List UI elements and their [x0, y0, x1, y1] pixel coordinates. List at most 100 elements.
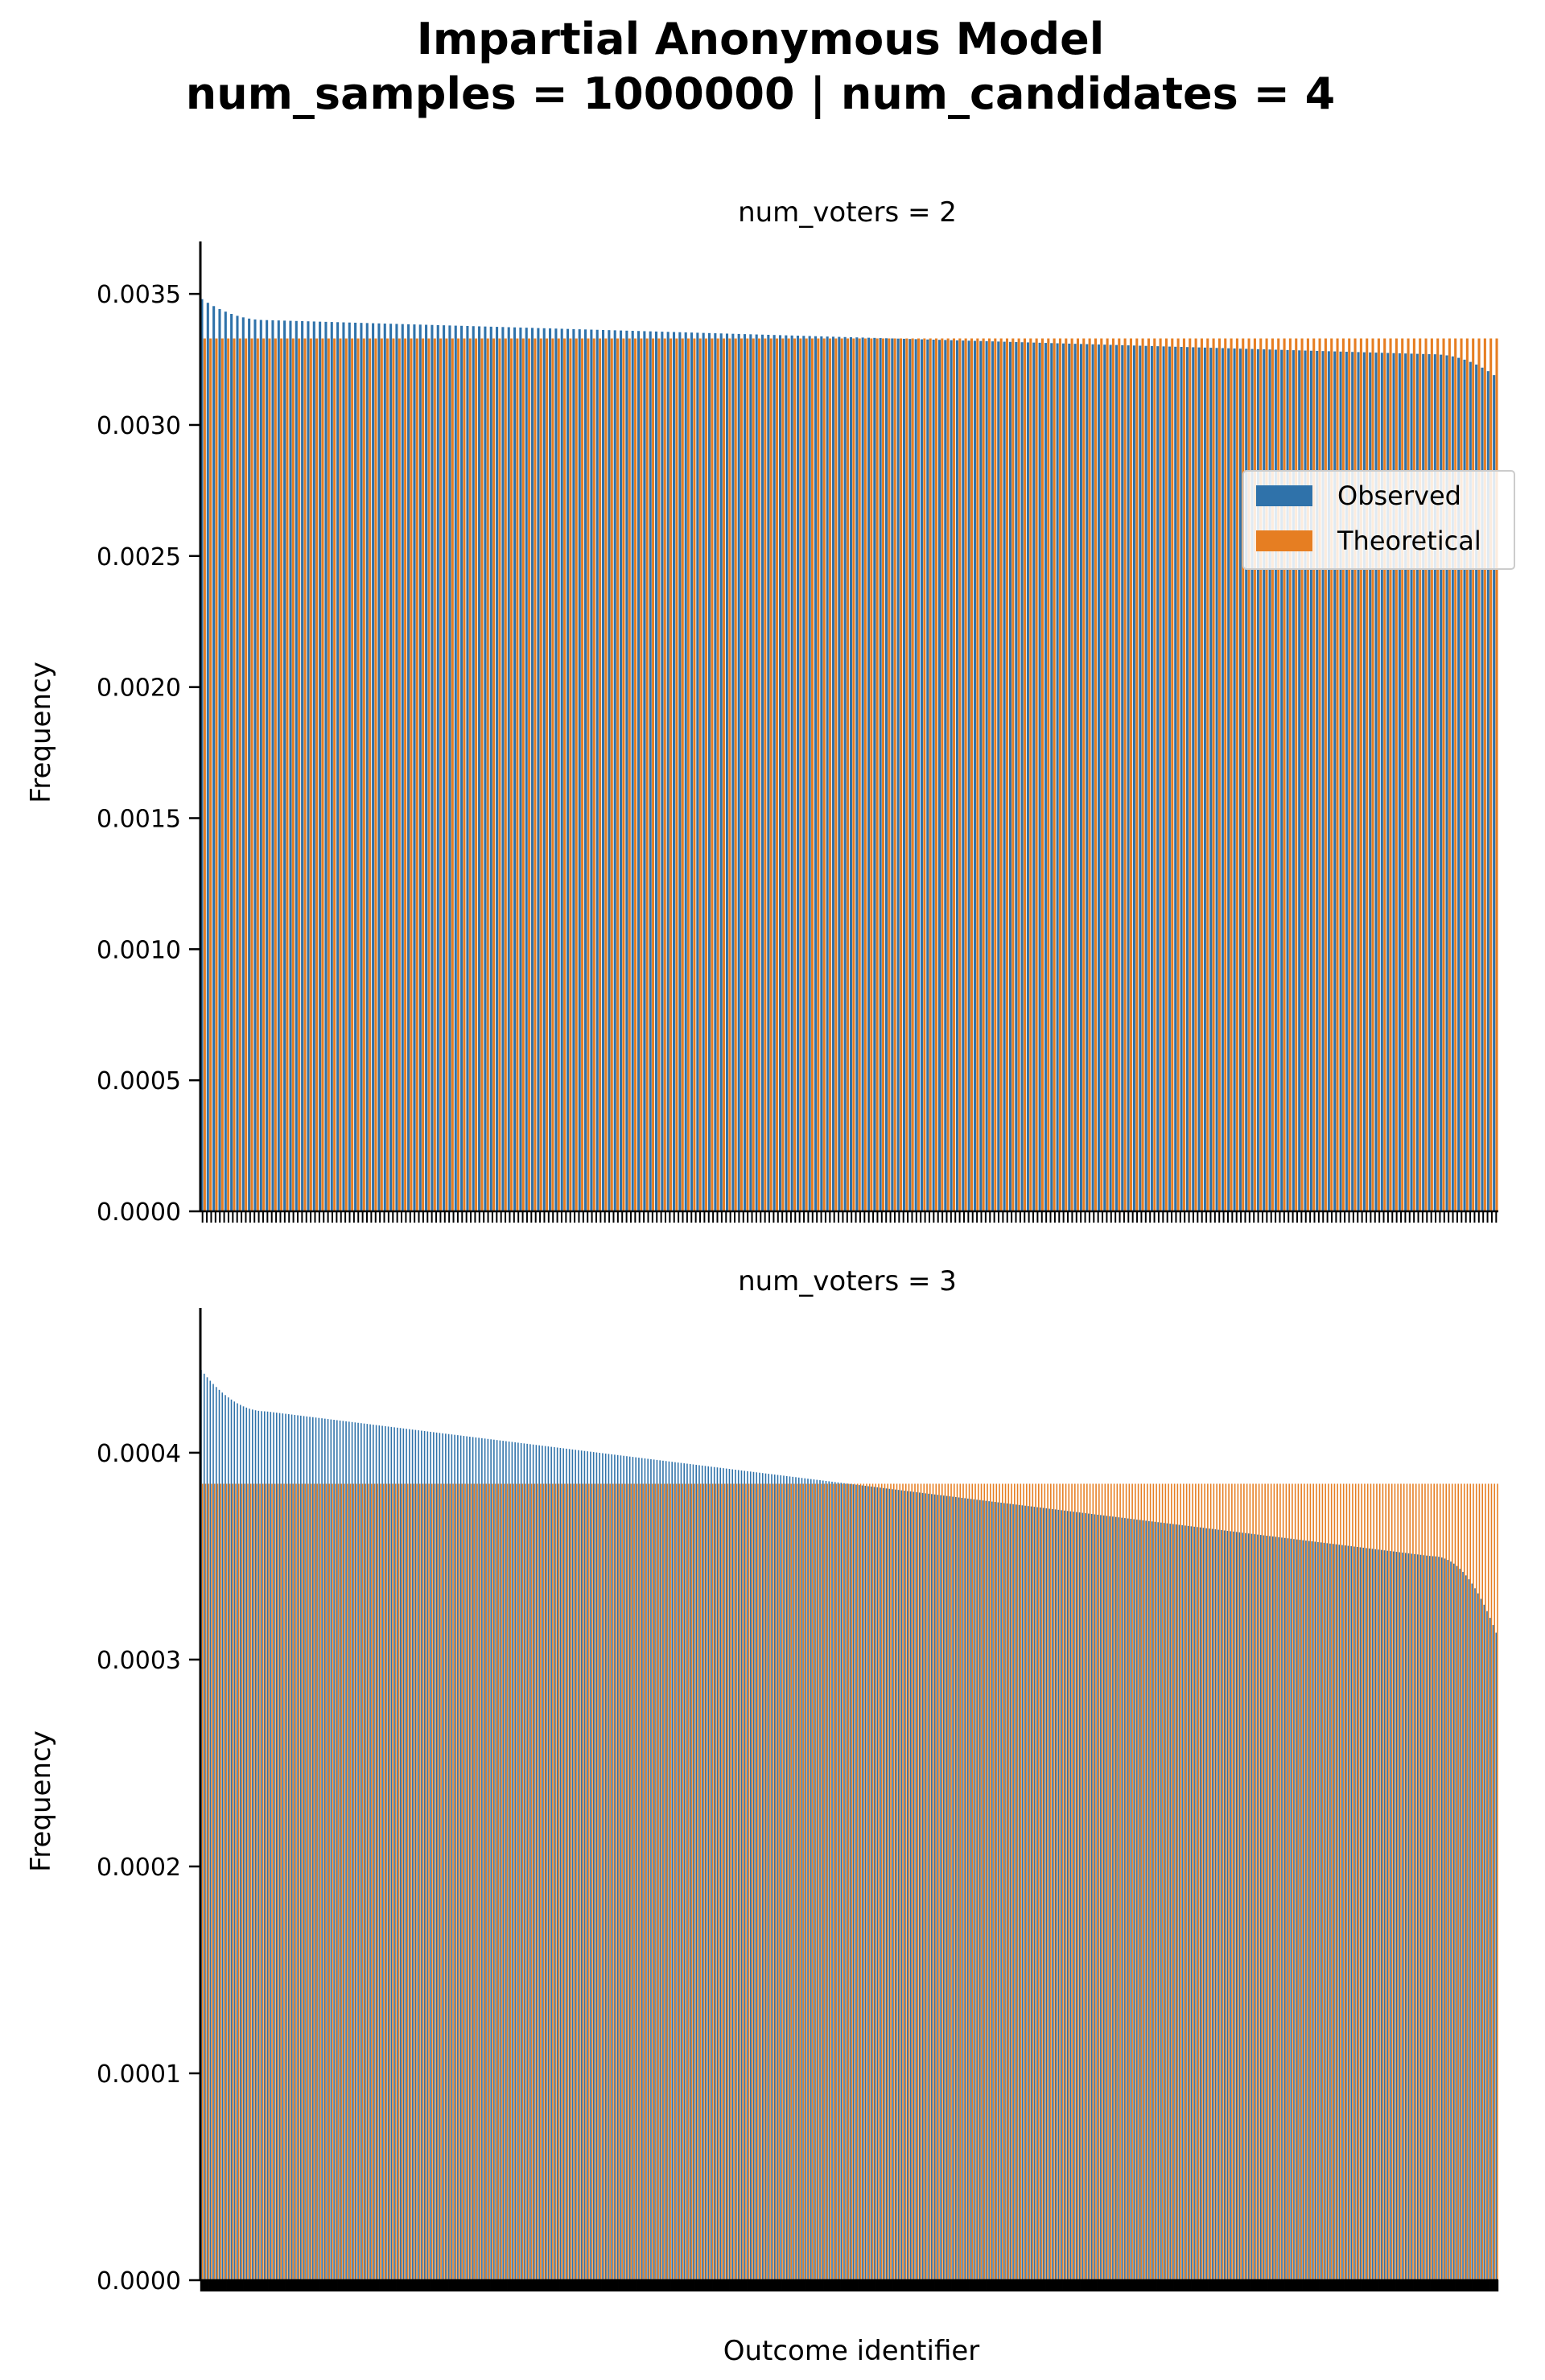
bar-observed [1064, 1510, 1065, 2280]
bar-theoretical [1490, 1483, 1493, 2280]
bar-observed [200, 299, 204, 1211]
bar-observed [443, 325, 446, 1211]
bar-theoretical [592, 338, 595, 1211]
bar-observed [1197, 347, 1201, 1211]
bar-observed [1061, 343, 1065, 1212]
bar-observed [466, 326, 469, 1211]
bar-observed [575, 1450, 576, 2280]
bar-observed [1009, 1503, 1011, 2280]
bar-observed [973, 340, 976, 1212]
bar-theoretical [615, 1483, 617, 2280]
bar-observed [514, 1442, 516, 2280]
bar-observed [239, 1404, 241, 2280]
bar-observed [997, 1502, 999, 2280]
bar-observed [885, 1488, 888, 2280]
bar-observed [692, 1464, 694, 2280]
bar-theoretical [923, 1483, 925, 2280]
bar-observed [926, 339, 929, 1211]
bar-observed [1327, 351, 1330, 1211]
bar-observed [1254, 1534, 1255, 2280]
bar-observed [324, 1418, 326, 2280]
bar-theoretical [286, 338, 289, 1211]
bar-observed [613, 330, 616, 1212]
bar-observed [1440, 354, 1443, 1212]
bar-theoretical [211, 1483, 212, 2280]
bar-observed [735, 1469, 736, 2280]
bar-observed [1127, 345, 1130, 1211]
bar-theoretical [705, 338, 708, 1211]
bar-observed [1296, 1539, 1298, 2280]
bar-observed [785, 335, 788, 1211]
bar-observed [312, 1417, 314, 2280]
bar-theoretical [781, 338, 785, 1211]
bar-observed [542, 328, 546, 1212]
bar-observed [478, 1437, 480, 2280]
bar-theoretical [1277, 338, 1280, 1211]
bar-theoretical [673, 1483, 674, 2280]
bar-observed [1386, 1550, 1389, 2280]
bar-observed [772, 335, 776, 1212]
bar-observed [861, 337, 864, 1211]
bar-observed [991, 341, 994, 1212]
bar-theoretical [728, 338, 731, 1211]
bar-observed [1250, 349, 1254, 1211]
bar-observed [566, 328, 570, 1211]
bar-observed [1404, 1553, 1407, 2280]
bar-theoretical [542, 1483, 545, 2280]
bar-theoretical [846, 338, 850, 1211]
bar-observed [761, 1473, 764, 2280]
bar-observed [707, 1466, 709, 2280]
bar-theoretical [715, 1483, 717, 2280]
bar-theoretical [463, 338, 466, 1211]
bar-theoretical [1207, 1483, 1209, 2280]
bar-observed [1030, 1506, 1032, 2280]
bar-theoretical [1466, 1483, 1469, 2280]
bar-observed [674, 1462, 676, 2280]
bar-observed [1316, 350, 1319, 1212]
bar-theoretical [575, 338, 578, 1211]
bar-theoretical [244, 1483, 246, 2280]
bar-observed [1353, 1546, 1355, 2280]
bar-observed [838, 336, 841, 1211]
bar-observed [493, 1439, 495, 2280]
bar-theoretical [711, 1483, 714, 2280]
bar-observed [1474, 1588, 1476, 2280]
bar-theoretical [914, 1483, 916, 2280]
bar-theoretical [627, 1483, 629, 2280]
bar-observed [882, 1487, 884, 2280]
bar-theoretical [718, 1483, 719, 2280]
bar-theoretical [229, 1483, 231, 2280]
bar-theoretical [1336, 338, 1339, 1211]
bar-theoretical [727, 1483, 729, 2280]
bar-observed [590, 329, 593, 1212]
bar-observed [1462, 1571, 1464, 2280]
bar-observed [436, 324, 439, 1211]
bar-theoretical [908, 1483, 910, 2280]
bar-theoretical [639, 1483, 641, 2280]
bar-observed [505, 1441, 507, 2280]
bar-observed [529, 1444, 531, 2280]
bar-observed [1085, 1513, 1086, 2280]
bar-observed [1184, 1525, 1186, 2280]
bar-theoretical [422, 1483, 424, 2280]
bar-theoretical [546, 338, 549, 1211]
bar-theoretical [1080, 1483, 1082, 2280]
bar-observed [454, 1434, 455, 2280]
bar-observed [1415, 353, 1419, 1211]
bar-theoretical [1246, 1483, 1248, 2280]
bar-theoretical [1341, 338, 1345, 1211]
bar-theoretical [693, 338, 696, 1211]
bar-theoretical [716, 338, 719, 1211]
bar-theoretical [534, 338, 537, 1211]
legend-swatch-theoretical [1256, 530, 1312, 551]
bar-observed [571, 1449, 574, 2280]
bar-theoretical [1092, 1483, 1094, 2280]
bar-observed [1114, 344, 1118, 1211]
bar-observed [749, 1471, 752, 2280]
bar-observed [914, 339, 917, 1212]
bar-observed [1269, 1536, 1271, 2280]
bar-theoretical [563, 338, 566, 1211]
bar-theoretical [389, 1483, 391, 2280]
bar-observed [270, 1412, 272, 2280]
bar-observed [743, 334, 747, 1211]
